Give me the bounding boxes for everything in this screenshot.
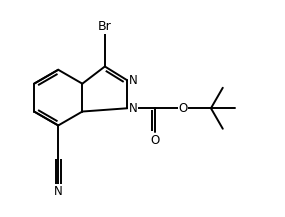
Text: N: N (129, 74, 137, 87)
Text: O: O (178, 102, 188, 115)
Text: N: N (129, 102, 137, 115)
Text: Br: Br (98, 20, 112, 33)
Text: O: O (151, 133, 160, 146)
Text: N: N (54, 185, 63, 198)
